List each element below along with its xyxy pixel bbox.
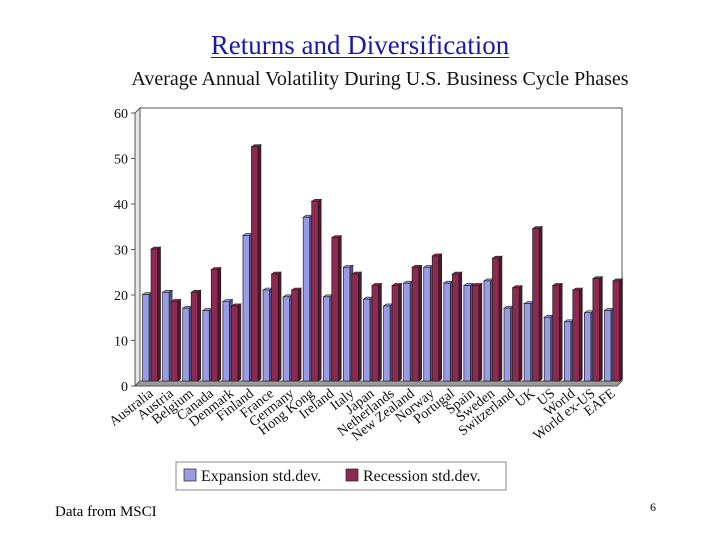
- legend-label: Recession std.dev.: [363, 468, 481, 485]
- y-axis: 0 10 20 30 40 50 60: [114, 107, 135, 395]
- bar-recession: [150, 246, 162, 382]
- page-number: 6: [650, 500, 656, 514]
- bar-expansion: [221, 298, 234, 382]
- bar-expansion: [503, 305, 515, 382]
- chart-title: Average Annual Volatility During U.S. Bu…: [131, 68, 629, 90]
- y-tick-label: 60: [114, 107, 128, 122]
- bar-expansion: [462, 282, 475, 382]
- bar-expansion: [141, 291, 154, 382]
- legend: Expansion std.dev. Recession std.dev.: [175, 461, 507, 491]
- bar-expansion: [523, 301, 535, 382]
- bars: [141, 144, 624, 382]
- bar-expansion: [482, 278, 495, 382]
- y-tick-label: 10: [114, 335, 128, 350]
- bar-recession: [250, 144, 262, 382]
- bar-recession: [451, 271, 463, 382]
- bar-expansion: [201, 307, 214, 382]
- bar-expansion: [362, 296, 374, 382]
- plot-floor: [133, 380, 624, 387]
- bar-recession: [571, 287, 584, 382]
- bar-expansion: [442, 280, 455, 382]
- bar-expansion: [422, 264, 435, 382]
- bar-recession: [431, 253, 443, 382]
- bar-recession: [290, 287, 303, 382]
- bar-expansion: [181, 305, 194, 382]
- y-tick-label: 40: [114, 198, 128, 213]
- y-tick-label: 0: [121, 380, 128, 395]
- bar-recession: [611, 278, 624, 382]
- bar-expansion: [282, 294, 294, 382]
- bar-recession: [531, 226, 544, 382]
- bar-recession: [391, 282, 403, 382]
- legend-label: Expansion std.dev.: [201, 468, 321, 485]
- bar-recession: [511, 285, 524, 382]
- bar-expansion: [603, 307, 615, 382]
- bar-recession: [350, 271, 363, 382]
- bar-recession: [210, 266, 222, 382]
- bar-expansion: [241, 232, 254, 382]
- bar-recession: [471, 282, 483, 382]
- bar-recession: [551, 282, 564, 382]
- bar-recession: [310, 198, 323, 382]
- bar-expansion: [543, 314, 555, 382]
- bar-recession: [491, 255, 503, 382]
- bar-recession: [330, 235, 343, 382]
- y-tick-label: 30: [114, 244, 128, 259]
- bar-expansion: [382, 303, 395, 382]
- y-tick-label: 20: [114, 289, 128, 304]
- y-tick-label: 50: [114, 153, 128, 168]
- bar-recession: [230, 303, 242, 382]
- bar-recession: [370, 282, 383, 382]
- legend-swatch-recession: [345, 468, 359, 482]
- x-category-label: UK: [513, 386, 538, 410]
- bar-recession: [190, 289, 202, 382]
- bar-expansion: [262, 287, 274, 382]
- bar-expansion: [583, 310, 595, 382]
- bar-recession: [170, 298, 182, 382]
- bar-expansion: [342, 264, 354, 382]
- bar-recession: [411, 264, 423, 382]
- slide-title: Returns and Diversification: [210, 30, 510, 60]
- bar-expansion: [302, 214, 314, 382]
- bar-expansion: [161, 289, 174, 382]
- bar-recession: [270, 271, 283, 382]
- source-note: Data from MSCI: [55, 504, 157, 520]
- bar-expansion: [322, 294, 334, 382]
- legend-swatch-expansion: [183, 468, 197, 482]
- x-axis-labels: AustraliaAustriaBelgiumCanadaDenmarkFinl…: [107, 386, 619, 444]
- plot-side-wall: [134, 106, 141, 388]
- bar-expansion: [563, 319, 575, 382]
- bar-expansion: [402, 280, 415, 382]
- bar-recession: [591, 276, 604, 382]
- legend-box: [175, 461, 507, 491]
